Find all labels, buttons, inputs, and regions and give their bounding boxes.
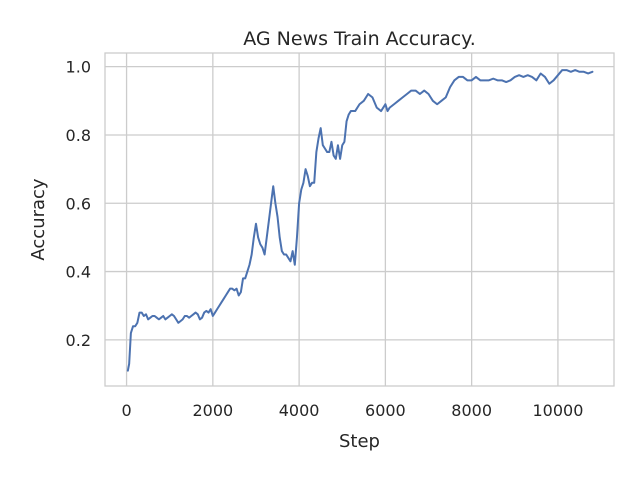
series-layer: [126, 69, 594, 372]
x-tick-labels: 0 2000 4000 6000 8000 10000: [121, 401, 583, 420]
x-tick-label: 8000: [451, 401, 492, 420]
y-axis-title: Accuracy: [28, 178, 49, 261]
y-tick-label: 1.0: [66, 58, 91, 77]
x-tick-label: 0: [121, 401, 131, 420]
x-tick-label: 6000: [365, 401, 406, 420]
accuracy-series-line: [126, 69, 594, 372]
chart-title: AG News Train Accuracy.: [243, 28, 476, 50]
y-tick-label: 0.6: [66, 194, 91, 213]
x-tick-label: 2000: [192, 401, 233, 420]
plot-frame: [104, 52, 615, 387]
y-tick-label: 0.4: [66, 263, 91, 282]
x-tick-label: 4000: [279, 401, 320, 420]
y-tick-labels: 0.2 0.4 0.6 0.8 1.0: [66, 58, 91, 350]
plot-area: [105, 53, 614, 386]
x-tick-label: 10000: [532, 401, 583, 420]
y-tick-label: 0.2: [66, 331, 91, 350]
y-tick-label: 0.8: [66, 126, 91, 145]
x-axis-title: Step: [339, 431, 380, 452]
grid: [105, 53, 614, 386]
